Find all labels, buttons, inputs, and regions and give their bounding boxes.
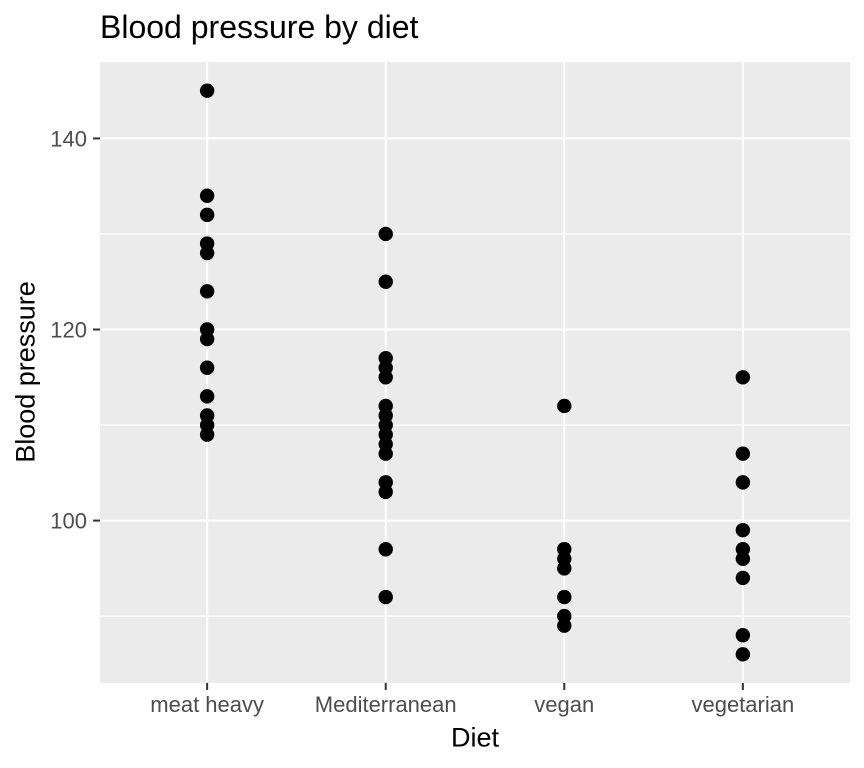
data-point <box>735 628 751 643</box>
x-tick-label: vegetarian <box>691 692 794 717</box>
data-point <box>199 389 215 404</box>
data-point <box>199 207 215 223</box>
data-point <box>735 522 751 538</box>
x-tick-label: meat heavy <box>150 692 264 717</box>
data-point <box>199 360 215 375</box>
data-point <box>378 226 393 242</box>
y-tick-label: 100 <box>50 509 87 534</box>
data-point <box>557 561 572 576</box>
data-point <box>378 446 393 461</box>
data-point <box>199 331 215 347</box>
data-point <box>735 551 751 566</box>
data-point <box>199 245 215 261</box>
y-tick-label: 120 <box>50 318 87 343</box>
data-point <box>199 188 215 203</box>
data-point <box>378 484 393 500</box>
data-point <box>735 570 751 586</box>
data-point <box>378 589 393 605</box>
data-point <box>735 647 751 662</box>
data-point <box>557 398 572 414</box>
y-tick-label: 140 <box>50 126 87 151</box>
data-point <box>735 446 751 461</box>
data-point <box>557 618 572 633</box>
data-point <box>378 274 393 289</box>
data-point <box>378 542 393 557</box>
data-point <box>199 427 215 442</box>
data-point <box>735 475 751 490</box>
plot-title: Blood pressure by diet <box>100 9 419 45</box>
data-point <box>378 370 393 385</box>
x-tick-label: vegan <box>534 692 594 717</box>
data-point <box>199 284 215 299</box>
plot-panel <box>100 62 850 683</box>
data-point <box>557 589 572 605</box>
data-point <box>735 370 751 385</box>
x-axis-title: Diet <box>450 722 500 753</box>
x-tick-label: Mediterranean <box>315 692 457 717</box>
data-point <box>199 83 215 98</box>
